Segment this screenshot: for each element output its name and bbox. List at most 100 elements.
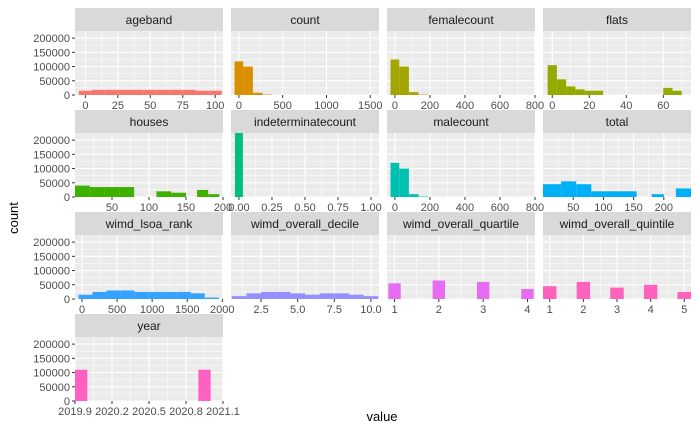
histogram-bar: [290, 293, 305, 299]
histogram-bar: [75, 186, 90, 197]
histogram-bar: [477, 282, 489, 299]
facet-strip-label: flats: [606, 13, 628, 27]
x-tick-label: 10.0: [360, 304, 381, 316]
facet-strip-label: total: [606, 115, 629, 129]
histogram-bar: [261, 292, 276, 299]
histogram-bar: [196, 91, 209, 95]
histogram-bar: [246, 293, 261, 299]
histogram-bar: [644, 285, 657, 299]
y-axis-title: count: [6, 202, 21, 234]
histogram-bar: [105, 90, 118, 95]
histogram-bar: [575, 89, 584, 95]
histogram-bar: [243, 67, 253, 95]
histogram-bar: [253, 93, 263, 95]
histogram-bar: [399, 67, 409, 95]
histogram-bar: [652, 194, 664, 197]
histogram-bar: [320, 293, 335, 299]
y-tick-label: 50000: [39, 76, 70, 88]
histogram-bar: [144, 90, 157, 95]
y-tick-label: 200000: [33, 135, 70, 147]
histogram-bar: [409, 92, 419, 95]
histogram-bar: [409, 194, 419, 197]
panel-background: [231, 31, 379, 95]
histogram-bar: [566, 86, 575, 95]
x-tick-label: 2021.1: [206, 406, 240, 418]
x-tick-label: 2020.8: [169, 406, 203, 418]
histogram-bar: [209, 91, 222, 95]
histogram-bar: [121, 290, 135, 299]
histogram-bar: [561, 181, 576, 197]
histogram-bar: [678, 292, 691, 299]
y-tick-label: 150000: [33, 251, 70, 263]
histogram-bar: [177, 292, 191, 299]
histogram-bar: [135, 292, 149, 299]
histogram-bar: [543, 286, 556, 299]
y-tick-label: 150000: [33, 47, 70, 59]
panel-background: [387, 133, 535, 197]
histogram-bar: [205, 298, 219, 299]
y-tick-label: 200000: [33, 33, 70, 45]
y-tick-label: 200000: [33, 237, 70, 249]
y-tick-label: 100000: [33, 62, 70, 74]
x-tick-label: 5: [681, 304, 687, 316]
histogram-bar: [364, 296, 379, 299]
histogram-bar: [171, 193, 186, 197]
facet-strip-label: wimd_overall_quartile: [402, 217, 519, 231]
histogram-bar: [93, 292, 107, 299]
y-tick-label: 150000: [33, 353, 70, 365]
histogram-bar: [79, 91, 92, 95]
histogram-bar: [334, 293, 349, 299]
histogram-bar: [521, 289, 533, 299]
histogram-bar: [673, 91, 682, 95]
histogram-bar: [75, 370, 87, 401]
histogram-bar: [92, 90, 105, 95]
histogram-bar: [118, 90, 131, 95]
y-tick-label: 50000: [39, 382, 70, 394]
histogram-bar: [576, 184, 591, 197]
histogram-bar: [191, 293, 205, 299]
x-tick-label: 1: [547, 304, 553, 316]
histogram-bar: [208, 194, 219, 197]
y-tick-label: 0: [64, 192, 70, 204]
histogram-bar: [557, 79, 566, 95]
x-tick-label: 2: [436, 304, 442, 316]
histogram-bar: [606, 191, 621, 197]
x-tick-label: 2020.5: [132, 406, 166, 418]
facet-strip-label: indeterminatecount: [254, 115, 357, 129]
histogram-bar: [131, 90, 144, 95]
y-tick-label: 100000: [33, 368, 70, 380]
x-tick-label: 5.0: [290, 304, 305, 316]
y-tick-label: 50000: [39, 280, 70, 292]
y-tick-label: 0: [64, 90, 70, 102]
y-tick-label: 100000: [33, 164, 70, 176]
histogram-bar: [198, 370, 210, 401]
histogram-bar: [594, 91, 603, 95]
histogram-bar: [170, 90, 183, 95]
facet-strip-label: ageband: [126, 13, 173, 27]
histogram-bar: [663, 88, 672, 95]
facet-strip-label: femalecount: [428, 13, 494, 27]
histogram-bar: [90, 187, 105, 197]
x-axis-title: value: [366, 409, 397, 424]
histogram-bar: [543, 184, 561, 197]
panel-background: [231, 235, 379, 299]
x-tick-label: 3: [614, 304, 620, 316]
histogram-bar: [79, 295, 93, 299]
panel-background: [387, 31, 535, 95]
histogram-bar: [163, 292, 177, 299]
histogram-bar: [105, 187, 120, 197]
x-tick-label: 7.5: [327, 304, 342, 316]
histogram-bar: [585, 91, 594, 95]
histogram-bar: [276, 292, 291, 299]
x-tick-label: 4: [648, 304, 654, 316]
facet-strip-label: wimd_overall_quintile: [559, 217, 675, 231]
histogram-bar: [391, 163, 400, 197]
histogram-bar: [197, 190, 208, 197]
histogram-bar: [149, 292, 163, 299]
histogram-bar: [107, 290, 121, 299]
histogram-bar: [235, 61, 244, 95]
x-tick-label: 2020.2: [95, 406, 129, 418]
histogram-bar: [548, 65, 557, 95]
histogram-bar: [388, 283, 400, 299]
histogram-bar: [119, 187, 134, 197]
